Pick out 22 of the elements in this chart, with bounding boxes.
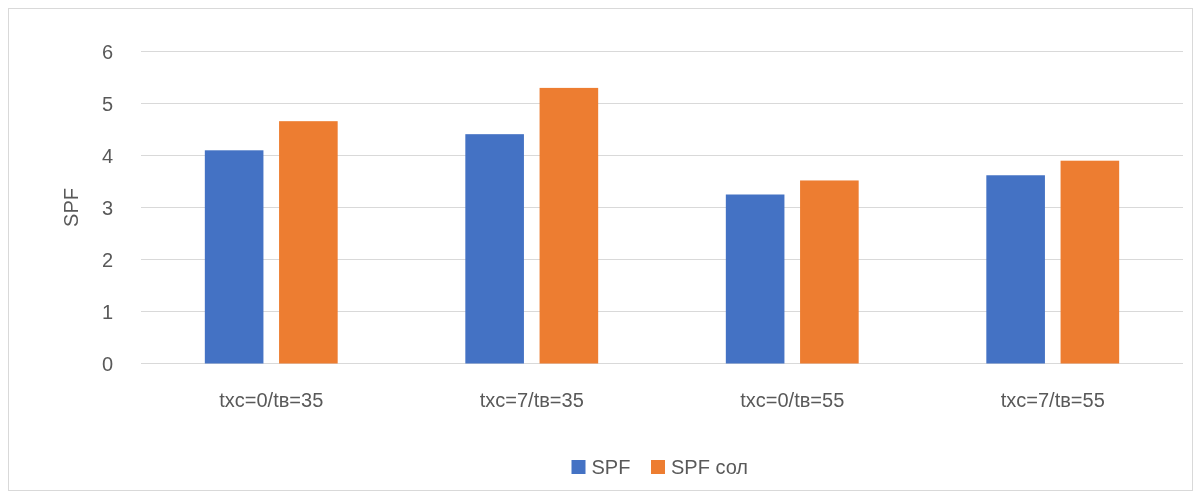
x-tick-label: txc=7/tв=55 bbox=[1000, 388, 1105, 411]
y-tick-label: 6 bbox=[101, 40, 113, 63]
bar bbox=[539, 87, 599, 364]
y-tick-label: 1 bbox=[101, 300, 113, 323]
bar bbox=[279, 121, 338, 364]
bar bbox=[204, 150, 264, 364]
bar bbox=[1060, 160, 1120, 364]
x-tick-label: txc=0/tв=35 bbox=[219, 388, 324, 411]
y-tick-label: 4 bbox=[101, 144, 113, 167]
x-tick-label: txc=7/tв=35 bbox=[479, 388, 584, 411]
legend-label: SPF bbox=[591, 456, 631, 478]
y-tick-label: 2 bbox=[101, 248, 113, 271]
y-tick-label: 3 bbox=[101, 196, 113, 219]
bar bbox=[986, 175, 1045, 364]
bar bbox=[725, 194, 785, 364]
y-tick-label: 0 bbox=[101, 352, 113, 375]
legend-label: SPF сол bbox=[671, 456, 749, 478]
y-axis-title: SPF bbox=[60, 188, 82, 227]
x-tick-label: txc=0/tв=55 bbox=[740, 388, 845, 411]
bar bbox=[465, 134, 524, 364]
y-tick-label: 5 bbox=[101, 92, 113, 115]
bar bbox=[800, 180, 859, 364]
